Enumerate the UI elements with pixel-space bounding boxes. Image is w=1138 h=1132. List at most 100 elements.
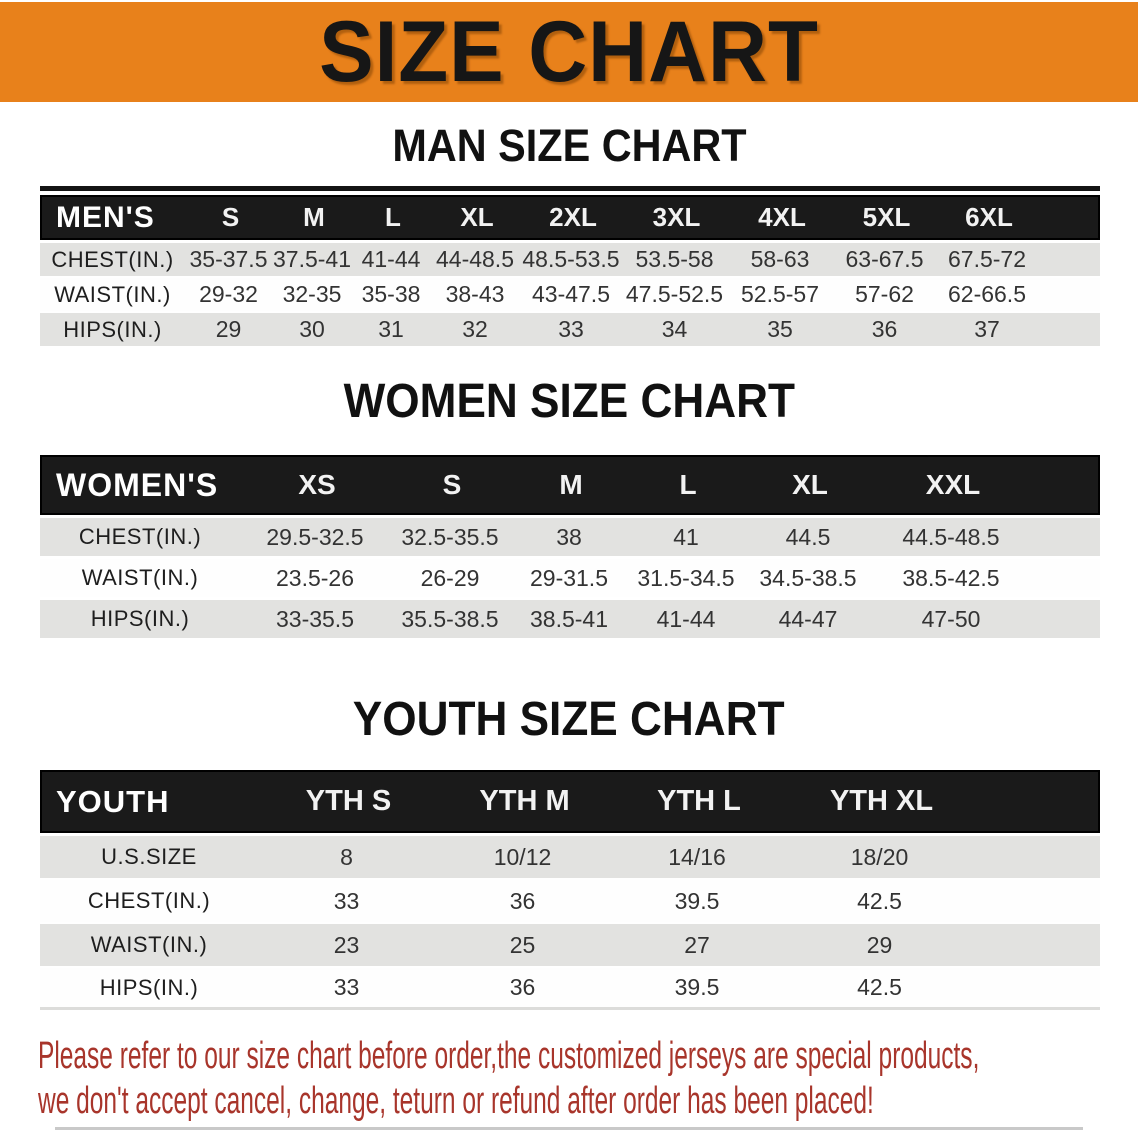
value-cell: 44-48.5 bbox=[435, 246, 514, 272]
value-cell: 32 bbox=[462, 316, 488, 342]
table-header-row: MEN'S S M L XL 2XL 3XL 4XL 5XL 6XL bbox=[40, 195, 1100, 240]
men-table-top-rule bbox=[40, 186, 1100, 191]
table-name-cell: YOUTH bbox=[56, 783, 170, 819]
value-cell: 36 bbox=[509, 887, 536, 914]
value-cell: 58-63 bbox=[750, 246, 810, 272]
women-section-heading-text: WOMEN SIZE CHART bbox=[343, 375, 795, 428]
value-cell: 52.5-57 bbox=[740, 281, 819, 307]
row-label-cell: HIPS(IN.) bbox=[99, 974, 199, 1000]
value-cell: 23 bbox=[333, 931, 360, 958]
youth-size-table: YOUTH YTH S YTH M YTH L YTH XL U.S.SIZE 8 10/12… bbox=[40, 770, 1100, 1010]
value-cell: 39.5 bbox=[674, 887, 720, 914]
value-cell: 8 bbox=[340, 843, 353, 870]
value-cell: 29 bbox=[866, 931, 893, 958]
value-cell: 57-62 bbox=[855, 281, 914, 307]
value-cell: 26-29 bbox=[420, 564, 480, 591]
row-label-cell: WAIST(IN.) bbox=[54, 281, 171, 307]
man-section-heading: MAN SIZE CHART bbox=[0, 120, 1138, 172]
value-cell: 34 bbox=[661, 316, 688, 342]
row-label-cell: CHEST(IN.) bbox=[87, 888, 211, 913]
size-column-header: S bbox=[442, 469, 462, 500]
value-cell: 33 bbox=[333, 974, 360, 1000]
value-cell: 25 bbox=[509, 931, 536, 958]
value-cell: 53.5-58 bbox=[635, 246, 714, 272]
size-column-header: L bbox=[385, 202, 401, 232]
disclaimer-text: Please refer to our size chart before or… bbox=[38, 1034, 1135, 1124]
value-cell: 32.5-35.5 bbox=[401, 523, 499, 550]
size-column-header: YTH S bbox=[305, 785, 392, 817]
table-row: WAIST(IN.) 23 25 27 29 bbox=[40, 924, 1100, 966]
value-cell: 29 bbox=[215, 316, 242, 342]
value-cell: 33 bbox=[558, 316, 584, 342]
value-cell: 18/20 bbox=[850, 843, 909, 870]
value-cell: 67.5-72 bbox=[947, 246, 1026, 272]
disclaimer-line-1: Please refer to our size chart before or… bbox=[38, 1035, 980, 1077]
value-cell: 44.5 bbox=[785, 523, 831, 550]
size-column-header: 3XL bbox=[652, 202, 701, 232]
size-column-header: YTH M bbox=[479, 785, 570, 817]
size-column-header: S bbox=[221, 202, 240, 232]
size-column-header: 6XL bbox=[965, 202, 1013, 232]
value-cell: 35-38 bbox=[361, 281, 421, 307]
table-row: CHEST(IN.) 35-37.5 37.5-41 41-44 44-48.5 48.5… bbox=[40, 243, 1100, 276]
value-cell: 62-66.5 bbox=[947, 281, 1026, 307]
size-chart-banner: SIZE CHART bbox=[0, 2, 1138, 102]
value-cell: 30 bbox=[299, 316, 325, 342]
size-column-header: XL bbox=[792, 469, 828, 500]
page-title: SIZE CHART bbox=[319, 3, 819, 100]
value-cell: 31 bbox=[378, 316, 404, 342]
table-header-row: WOMEN'S XS S M L XL XXL bbox=[40, 455, 1100, 515]
value-cell: 44.5-48.5 bbox=[902, 523, 1000, 550]
size-column-header: 2XL bbox=[549, 202, 597, 232]
value-cell: 37 bbox=[974, 316, 1000, 342]
value-cell: 43-47.5 bbox=[531, 281, 610, 307]
value-cell: 14/16 bbox=[668, 843, 726, 870]
size-column-header: YTH L bbox=[657, 785, 741, 817]
table-row: WAIST(IN.) 29-32 32-35 35-38 38-43 43-47.5 47.… bbox=[40, 278, 1100, 311]
value-cell: 34.5-38.5 bbox=[759, 564, 857, 591]
table-row: CHEST(IN.) 33 36 39.5 42.5 bbox=[40, 880, 1100, 922]
value-cell: 47.5-52.5 bbox=[625, 281, 724, 307]
value-cell: 38.5-41 bbox=[529, 605, 608, 632]
value-cell: 29-32 bbox=[199, 281, 258, 307]
value-cell: 38.5-42.5 bbox=[902, 564, 1000, 591]
size-column-header: XXL bbox=[925, 469, 981, 500]
value-cell: 42.5 bbox=[857, 974, 902, 1000]
size-column-header: XL bbox=[460, 202, 494, 232]
table-header-row: YOUTH YTH S YTH M YTH L YTH XL bbox=[40, 770, 1100, 833]
row-label-cell: WAIST(IN.) bbox=[81, 565, 199, 590]
table-row: HIPS(IN.) 29 30 31 32 33 34 35 36 37 bbox=[40, 313, 1100, 346]
value-cell: 33-35.5 bbox=[275, 605, 354, 632]
value-cell: 41 bbox=[673, 523, 699, 550]
value-cell: 27 bbox=[684, 931, 710, 958]
value-cell: 37.5-41 bbox=[272, 246, 351, 272]
value-cell: 33 bbox=[333, 887, 360, 914]
value-cell: 32-35 bbox=[282, 281, 342, 307]
size-column-header: 5XL bbox=[862, 202, 911, 232]
table-row: U.S.SIZE 8 10/12 14/16 18/20 bbox=[40, 836, 1100, 878]
row-label-cell: HIPS(IN.) bbox=[90, 606, 190, 631]
women-section-heading: WOMEN SIZE CHART bbox=[0, 374, 1138, 429]
men-size-table: MEN'S S M L XL 2XL 3XL 4XL 5XL 6XL CHEST(IN.) 35-37… bbox=[40, 186, 1100, 346]
row-label-cell: U.S.SIZE bbox=[101, 844, 197, 869]
disclaimer-line-2: we don't accept cancel, change, teturn o… bbox=[38, 1080, 874, 1122]
value-cell: 29-31.5 bbox=[529, 564, 608, 591]
row-label-cell: WAIST(IN.) bbox=[90, 932, 208, 957]
bottom-divider bbox=[55, 1127, 1083, 1130]
table-row: CHEST(IN.) 29.5-32.5 32.5-35.5 38 41 44.5 44.5… bbox=[40, 518, 1100, 556]
table-name-cell: MEN'S bbox=[56, 200, 155, 234]
value-cell: 35-37.5 bbox=[189, 246, 268, 272]
youth-table-body: YOUTH YTH S YTH M YTH L YTH XL U.S.SIZE 8 10/12… bbox=[40, 770, 1100, 1010]
size-column-header: 4XL bbox=[758, 202, 806, 232]
size-column-header: L bbox=[679, 469, 697, 500]
value-cell: 39.5 bbox=[674, 974, 720, 1000]
value-cell: 36 bbox=[871, 316, 898, 342]
size-column-header: M bbox=[559, 469, 583, 500]
value-cell: 47-50 bbox=[921, 605, 981, 632]
table-name-cell: WOMEN'S bbox=[56, 466, 219, 503]
size-column-header: XS bbox=[298, 469, 336, 500]
value-cell: 42.5 bbox=[857, 887, 902, 914]
value-cell: 35.5-38.5 bbox=[401, 605, 499, 632]
value-cell: 31.5-34.5 bbox=[637, 564, 735, 591]
women-table-body: WOMEN'S XS S M L XL XXL CHEST(IN.) 29.5-32.5 32.5… bbox=[40, 455, 1100, 638]
